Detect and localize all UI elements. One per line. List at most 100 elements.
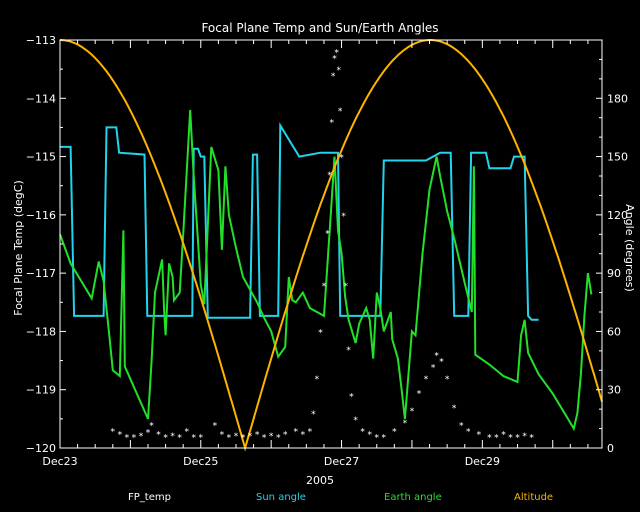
fp-temp-marker: * [487,433,492,443]
y-left-tick-label: −119 [26,384,56,397]
fp-temp-marker: * [262,433,267,443]
fp-temp-marker: * [353,416,358,426]
fp-temp-markers: * * * * * *** * * *** *** * * * * * * * * * * * *************… [111,49,535,444]
fp-temp-marker: * [269,432,274,442]
x-ticks: Dec23 Dec25 Dec27 Dec29 [42,40,589,468]
fp-temp-marker: * [199,433,204,443]
fp-temp-marker: * [170,432,175,442]
fp-temp-marker: * [417,390,422,400]
fp-temp-marker: * [276,433,281,443]
fp-temp-marker: * [445,375,450,385]
fp-temp-marker: * [344,282,349,292]
y-left-tick-label: −115 [26,151,56,164]
fp-temp-marker: * [315,375,320,385]
fp-temp-marker: * [255,430,260,440]
fp-temp-marker: * [301,430,306,440]
fp-temp-marker: * [452,404,457,414]
fp-temp-marker: * [439,358,444,368]
fp-temp-marker: * [184,428,189,438]
fp-temp-marker: * [346,346,351,356]
y-right-tick-label: 0 [607,442,614,455]
fp-temp-marker: * [338,107,343,117]
y-right-ticks: 0 30 60 90 120 150 180 [596,58,628,455]
fp-temp-marker: * [132,433,137,443]
fp-temp-marker: * [515,433,520,443]
x-tick-label: Dec25 [183,455,218,468]
y-right-tick-label: 180 [607,92,628,105]
legend-earth-angle: Earth angle [384,492,442,503]
fp-temp-marker: * [191,433,196,443]
fp-temp-marker: * [111,428,116,438]
y-right-label: Angle (degrees) [623,204,636,292]
fp-temp-marker: * [308,428,313,438]
fp-temp-marker: * [118,430,123,440]
fp-temp-marker: * [508,433,513,443]
fp-temp-marker: * [522,432,527,442]
fp-temp-marker: * [318,328,323,338]
fp-temp-marker: * [367,430,372,440]
y-right-tick-label: 150 [607,151,628,164]
fp-temp-marker: * [334,49,339,59]
x-axis-label: 2005 [306,474,334,487]
fp-temp-marker: * [375,433,380,443]
fp-temp-marker: * [139,432,144,442]
fp-temp-marker: * [529,433,534,443]
legend-sun-angle: Sun angle [256,492,306,503]
fp-temp-marker: * [477,430,482,440]
fp-temp-marker: * [501,430,506,440]
y-left-tick-label: −114 [26,92,56,105]
fp-temp-marker: * [294,428,299,438]
y-right-tick-label: 60 [607,325,621,338]
y-right-tick-label: 30 [607,384,621,397]
fp-temp-marker: * [156,430,161,440]
fp-temp-marker: * [322,282,327,292]
fp-temp-marker: * [248,432,253,442]
y-left-tick-label: −116 [26,209,56,222]
fp-temp-marker: * [410,407,415,417]
fp-temp-marker: * [349,393,354,403]
series-lines [59,39,603,452]
fp-temp-marker: * [403,419,408,429]
fp-temp-marker: * [331,72,336,82]
y-left-tick-label: −118 [26,325,56,338]
fp-temp-marker: * [227,433,232,443]
y-right-tick-label: 90 [607,267,621,280]
fp-temp-marker: * [241,433,246,443]
x-tick-label: Dec23 [42,455,77,468]
fp-temp-marker: * [163,433,168,443]
fp-temp-marker: * [177,433,182,443]
fp-temp-marker: * [494,433,499,443]
fp-temp-marker: * [466,428,471,438]
fp-temp-marker: * [149,422,154,432]
fp-temp-marker: * [341,212,346,222]
fp-temp-marker: * [360,428,365,438]
fp-temp-marker: * [327,171,332,181]
plot-frame [59,39,603,449]
legend-altitude: Altitude [514,492,554,503]
x-tick-label: Dec29 [465,455,500,468]
fp-temp-marker: * [146,429,151,439]
fp-temp-marker: * [424,375,429,385]
fp-temp-marker: * [332,54,337,64]
fp-temp-marker: * [311,410,316,420]
y-left-tick-label: −117 [26,267,56,280]
fp-temp-marker: * [459,422,464,432]
fp-temp-marker: * [431,363,436,373]
fp-temp-marker: * [382,433,387,443]
fp-temp-marker: * [283,430,288,440]
y-left-label: Focal Plane Temp (degC) [12,180,25,315]
series-line-2 [59,109,593,432]
series-line-altitude [60,39,603,452]
fp-temp-marker: * [213,422,218,432]
fp-temp-marker: * [336,66,341,76]
y-left-ticks: −113 −114 −115 −116 −117 −118 −119 −120 [26,34,66,455]
legend-fp-temp: FP_temp [128,492,171,503]
fp-temp-marker: * [125,433,130,443]
fp-temp-marker: * [234,432,239,442]
fp-temp-marker: * [220,430,225,440]
chart-title: Focal Plane Temp and Sun/Earth Angles [201,21,438,35]
fp-temp-marker: * [392,428,397,438]
fp-temp-marker: * [434,352,439,362]
fp-temp-marker: * [325,229,330,239]
